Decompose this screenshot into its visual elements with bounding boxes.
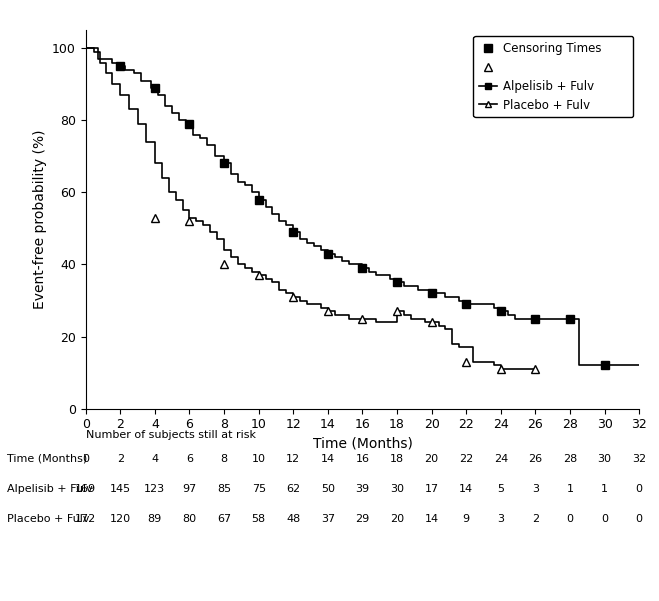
Alpelisib + Fulv xyxy=(463,297,471,304)
Text: 85: 85 xyxy=(217,484,231,494)
Text: Placebo + Fulv: Placebo + Fulv xyxy=(7,514,89,524)
Text: 58: 58 xyxy=(252,514,266,524)
Text: 80: 80 xyxy=(183,514,196,524)
Text: 5: 5 xyxy=(498,484,504,494)
X-axis label: Time (Months): Time (Months) xyxy=(312,437,413,451)
Alpelisib + Fulv xyxy=(345,261,353,268)
Line: Alpelisib + Fulv: Alpelisib + Fulv xyxy=(86,48,639,365)
Text: 29: 29 xyxy=(355,514,370,524)
Text: 48: 48 xyxy=(286,514,301,524)
Placebo + Fulv xyxy=(455,344,463,351)
Text: 20: 20 xyxy=(390,514,404,524)
Text: 14: 14 xyxy=(321,454,335,464)
Text: 22: 22 xyxy=(459,454,473,464)
Text: 145: 145 xyxy=(109,484,131,494)
Text: 8: 8 xyxy=(221,454,227,464)
Placebo + Fulv xyxy=(531,365,539,373)
Text: 2: 2 xyxy=(532,514,539,524)
Text: 24: 24 xyxy=(494,454,508,464)
Text: 120: 120 xyxy=(109,514,131,524)
Text: Time (Months): Time (Months) xyxy=(7,454,87,464)
Text: 37: 37 xyxy=(321,514,335,524)
Legend: Censoring Times       , , Alpelisib + Fulv, Placebo + Fulv: Censoring Times , , Alpelisib + Fulv, Pl… xyxy=(473,36,633,117)
Text: 18: 18 xyxy=(390,454,404,464)
Alpelisib + Fulv xyxy=(575,362,583,369)
Text: 75: 75 xyxy=(252,484,266,494)
Text: 1: 1 xyxy=(601,484,608,494)
Placebo + Fulv xyxy=(365,315,373,322)
Text: 12: 12 xyxy=(286,454,301,464)
Text: 4: 4 xyxy=(152,454,158,464)
Text: 97: 97 xyxy=(183,484,196,494)
Text: 14: 14 xyxy=(459,484,473,494)
Text: Alpelisib + Fulv: Alpelisib + Fulv xyxy=(7,484,92,494)
Text: 62: 62 xyxy=(286,484,301,494)
Text: 0: 0 xyxy=(636,514,643,524)
Text: 0: 0 xyxy=(601,514,608,524)
Placebo + Fulv xyxy=(352,315,360,322)
Text: 32: 32 xyxy=(632,454,646,464)
Alpelisib + Fulv xyxy=(568,315,576,322)
Text: 89: 89 xyxy=(148,514,162,524)
Text: 0: 0 xyxy=(567,514,573,524)
Line: Placebo + Fulv: Placebo + Fulv xyxy=(86,48,535,369)
Text: 0: 0 xyxy=(82,454,89,464)
Text: 28: 28 xyxy=(563,454,577,464)
Alpelisib + Fulv xyxy=(82,44,90,52)
Text: 3: 3 xyxy=(498,514,504,524)
Text: Number of subjects still at risk: Number of subjects still at risk xyxy=(86,430,256,440)
Text: 26: 26 xyxy=(529,454,542,464)
Text: 6: 6 xyxy=(186,454,193,464)
Text: 9: 9 xyxy=(463,514,470,524)
Placebo + Fulv xyxy=(82,44,90,52)
Alpelisib + Fulv xyxy=(610,362,617,369)
Text: 10: 10 xyxy=(252,454,266,464)
Text: 50: 50 xyxy=(321,484,335,494)
Text: 0: 0 xyxy=(636,484,643,494)
Text: 30: 30 xyxy=(390,484,404,494)
Text: 3: 3 xyxy=(532,484,539,494)
Text: 67: 67 xyxy=(217,514,231,524)
Placebo + Fulv xyxy=(345,311,353,319)
Text: 14: 14 xyxy=(424,514,439,524)
Y-axis label: Event-free probability (%): Event-free probability (%) xyxy=(32,130,47,309)
Text: 169: 169 xyxy=(75,484,96,494)
Text: 1: 1 xyxy=(567,484,573,494)
Text: 123: 123 xyxy=(144,484,165,494)
Text: 16: 16 xyxy=(355,454,370,464)
Text: 172: 172 xyxy=(75,514,96,524)
Text: 20: 20 xyxy=(424,454,439,464)
Text: 30: 30 xyxy=(598,454,612,464)
Alpelisib + Fulv xyxy=(635,362,643,369)
Text: 17: 17 xyxy=(424,484,439,494)
Text: 39: 39 xyxy=(355,484,370,494)
Alpelisib + Fulv xyxy=(566,315,574,322)
Text: 2: 2 xyxy=(117,454,124,464)
Alpelisib + Fulv xyxy=(538,315,546,322)
Placebo + Fulv xyxy=(497,365,505,373)
Placebo + Fulv xyxy=(497,362,505,369)
Placebo + Fulv xyxy=(103,70,111,77)
